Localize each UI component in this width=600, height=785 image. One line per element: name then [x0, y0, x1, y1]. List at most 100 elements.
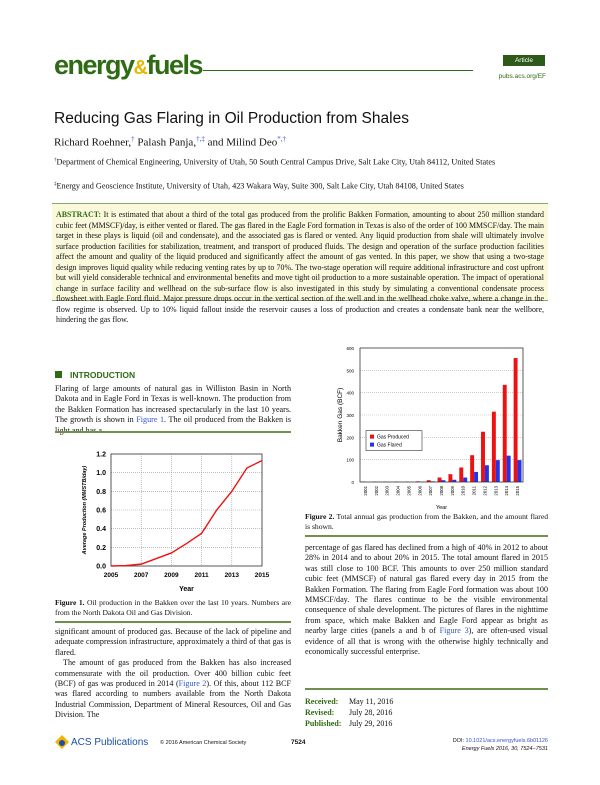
- x-tick-label: 2015: [515, 485, 520, 495]
- article-badge: Article: [503, 55, 545, 66]
- affil-text: Energy and Geoscience Institute, Univers…: [56, 181, 464, 191]
- legend-box: [365, 430, 423, 451]
- figure-rule: [55, 431, 291, 433]
- journal-url[interactable]: pubs.acs.org/EF: [498, 73, 546, 80]
- abstract-text: It is estimated that about a third of th…: [56, 210, 544, 324]
- x-tick-label: 2002: [374, 485, 379, 495]
- y-tick-label: 600: [346, 346, 354, 351]
- y-tick-label: 300: [346, 413, 354, 418]
- x-tick-label: 2012: [482, 485, 487, 495]
- publisher-name: ACS Publications: [71, 736, 149, 748]
- author-list: Richard Roehner,† Palash Panja,†,‡ and M…: [54, 135, 286, 149]
- doi-label: DOI:: [452, 738, 466, 744]
- figure-1-caption: Figure 1. Oil production in the Bakken o…: [55, 598, 291, 618]
- x-tick-label: 2011: [472, 485, 477, 495]
- x-tick-label: 2010: [461, 485, 466, 495]
- y-tick-label: 0.2: [96, 545, 106, 552]
- figure-rule: [55, 621, 291, 623]
- x-tick-label: 2011: [195, 572, 209, 579]
- left-column-top: Flaring of large amounts of natural gas …: [55, 384, 291, 436]
- affil-mark: †: [54, 158, 57, 163]
- y-axis-label: Bakken Gas (BCF): [337, 388, 344, 443]
- copyright: © 2016 American Chemical Society: [160, 740, 247, 746]
- paragraph-text: ), are often-used visual evidence of all…: [305, 626, 549, 657]
- bar-gas-flared: [474, 471, 479, 482]
- dates-rule: [305, 688, 548, 690]
- paragraph-text: The amount of gas produced from the Bakk…: [55, 658, 291, 689]
- legend-swatch: [370, 442, 374, 447]
- bar-gas-flared: [517, 460, 522, 482]
- doi: DOI: 10.1021/acs.energyfuels.6b01126: [400, 738, 548, 744]
- plot-frame: [110, 453, 263, 567]
- figure-2-caption: Figure 2. Total annual gas production fr…: [305, 512, 548, 532]
- author-name: and Milind Deo: [207, 136, 278, 149]
- article-title: Reducing Gas Flaring in Oil Production f…: [54, 110, 409, 127]
- author-affil-mark[interactable]: †: [131, 135, 135, 143]
- author-affil-mark[interactable]: †,‡: [196, 135, 205, 143]
- date-value: July 28, 2016: [349, 708, 393, 717]
- bar-gas-produced: [481, 431, 485, 482]
- x-tick-label: 2006: [417, 485, 422, 495]
- acs-hexagon-icon: [55, 735, 69, 749]
- logo-text: fuels: [146, 50, 204, 80]
- date-value: May 11, 2016: [349, 697, 394, 706]
- author-affil-mark[interactable]: *,†: [277, 135, 286, 143]
- article-dates: Received: May 11, 2016 Revised: July 28,…: [305, 696, 393, 729]
- paragraph-text: significant amount of produced gas. Beca…: [55, 627, 291, 657]
- plot-frame: [359, 347, 524, 483]
- x-tick-label: 2001: [363, 485, 368, 495]
- x-tick-label: 2005: [406, 485, 411, 495]
- x-tick-label: 2014: [504, 485, 509, 495]
- x-axis-label: Year: [179, 586, 194, 593]
- bar-gas-flared: [484, 465, 489, 482]
- x-tick-label: 2004: [396, 485, 401, 495]
- caption-text: Total annual gas production from the Bak…: [305, 512, 548, 531]
- x-tick-label: 2009: [450, 485, 455, 495]
- date-label: Published:: [305, 719, 342, 728]
- left-column-bottom: significant amount of produced gas. Beca…: [55, 627, 291, 721]
- bar-gas-flared: [506, 455, 511, 482]
- y-tick-label: 0: [351, 480, 354, 485]
- logo-amp: &: [133, 57, 148, 79]
- figure-link[interactable]: Figure 2: [178, 679, 207, 689]
- bar-gas-produced: [448, 474, 453, 482]
- page-number: 7524: [291, 739, 306, 746]
- date-received: Received: May 11, 2016: [305, 696, 393, 707]
- affil-text: Department of Chemical Engineering, Univ…: [56, 157, 496, 167]
- affiliation: ‡Energy and Geoscience Institute, Univer…: [54, 180, 548, 192]
- x-axis-label: Year: [436, 505, 447, 510]
- doi-link[interactable]: 10.1021/acs.energyfuels.6b01126: [465, 738, 548, 744]
- legend-swatch: [370, 434, 374, 439]
- y-tick-label: 500: [346, 368, 354, 373]
- legend-label: Gas Flared: [377, 443, 402, 449]
- x-tick-label: 2013: [225, 572, 240, 579]
- y-axis-label: Average Production (MMSTB/day): [82, 466, 88, 556]
- paragraph-text: . The oil produced from the Bakken is li…: [55, 415, 292, 434]
- author-name: Palash Panja,: [137, 136, 197, 149]
- bar-gas-produced: [491, 411, 496, 482]
- x-tick-label: 2013: [493, 485, 498, 495]
- figure-link[interactable]: Figure 3: [439, 626, 469, 636]
- section-heading-text: INTRODUCTION: [70, 370, 136, 380]
- paragraph-text: ). Of this, about 112 BCF was flared acc…: [55, 679, 292, 720]
- date-label: Received:: [305, 697, 339, 706]
- x-tick-label: 2005: [104, 572, 119, 579]
- x-tick-label: 2007: [134, 572, 149, 579]
- date-value: July 29, 2016: [349, 719, 393, 728]
- affiliation: †Department of Chemical Engineering, Uni…: [54, 156, 548, 168]
- date-revised: Revised: July 28, 2016: [305, 707, 393, 718]
- caption-label: Figure 1.: [55, 598, 85, 607]
- right-column-text: percentage of gas flared has declined fr…: [305, 543, 548, 657]
- y-tick-label: 0.4: [96, 526, 106, 533]
- caption-label: Figure 2.: [305, 512, 335, 521]
- citation: Energy Fuels 2016, 30, 7524−7531: [461, 746, 548, 752]
- abstract-label: ABSTRACT:: [56, 210, 102, 219]
- x-tick-label: 2015: [255, 572, 270, 579]
- bar-gas-produced: [470, 455, 475, 482]
- bar-gas-produced: [426, 480, 431, 482]
- acs-publications-logo[interactable]: ACS Publications: [55, 735, 148, 749]
- paragraph-text: percentage of gas flared has declined fr…: [305, 543, 548, 636]
- bar-gas-produced: [437, 477, 442, 482]
- paragraph-text: Flaring of large amounts of natural gas …: [55, 384, 291, 425]
- figure-link[interactable]: Figure 1: [136, 415, 165, 425]
